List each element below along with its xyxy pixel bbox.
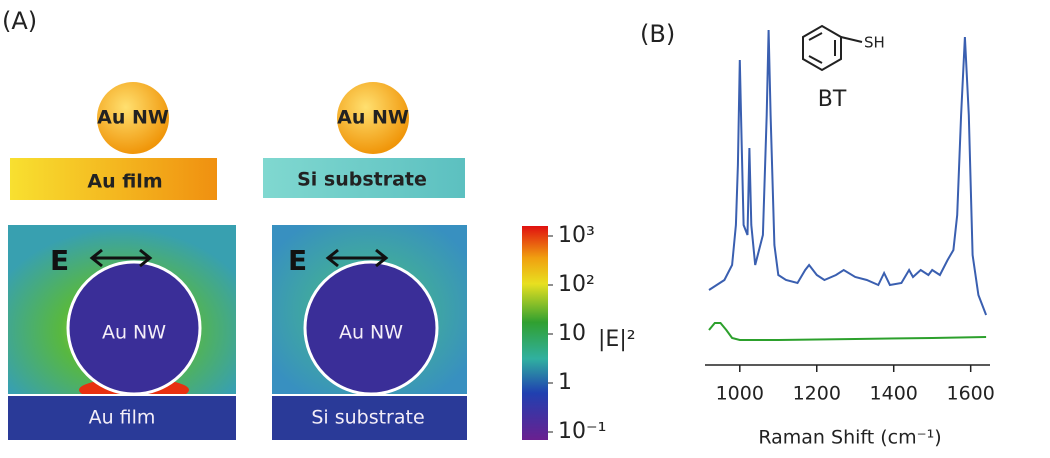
wire-label: Au NW (97, 107, 169, 129)
x-tick-label: 1000 (716, 383, 764, 405)
x-tick-label: 1400 (870, 383, 918, 405)
spectrum-line (708, 29, 988, 316)
substrate-label: Si substrate (311, 407, 424, 429)
substrate (263, 158, 465, 198)
colorbar-tick-label: 10 (558, 321, 586, 346)
wire-label: Au NW (339, 322, 403, 344)
molecule-group: SH (864, 34, 885, 52)
nanowire (337, 82, 409, 154)
molecule-name: BT (818, 87, 847, 112)
colorbar-tick-label: 1 (558, 370, 572, 395)
substrate (8, 395, 236, 440)
nanowire (303, 260, 439, 396)
wire-label: Au NW (102, 322, 166, 344)
field-map-left: Au NW Au film E (8, 225, 236, 440)
colorbar (522, 226, 548, 440)
schematic-right: Au NW Si substrate (263, 82, 465, 198)
colorbar-tick-label: 10³ (558, 223, 595, 248)
colorbar-tick-label: 10⁻¹ (558, 419, 606, 444)
field-map-right: Au NW Si substrate E (272, 225, 467, 440)
nanowire (66, 260, 202, 396)
colorbar-label: |E|² (598, 327, 636, 352)
film (10, 158, 217, 200)
x-tick-label: 1600 (947, 383, 995, 405)
substrate (272, 395, 467, 440)
schematic-left: Au NW Au film (10, 82, 217, 200)
nanowire (97, 82, 169, 154)
panel-label: (A) (2, 7, 37, 35)
substrate-label: Si substrate (297, 169, 427, 191)
x-tick-label: 1200 (793, 383, 841, 405)
substrate-label: Au film (87, 171, 162, 193)
wire-label: Au NW (337, 107, 409, 129)
spectrum-chart: (B) SH BT Raman Shift (cm⁻¹) 1000 1200 140… (640, 20, 995, 449)
spectrum-line (708, 322, 987, 341)
field-label: E (50, 244, 69, 277)
colorbar-tick-label: 10² (558, 272, 595, 297)
substrate-label: Au film (89, 407, 156, 429)
panel-label: (B) (640, 20, 675, 48)
x-axis-label: Raman Shift (cm⁻¹) (758, 427, 941, 449)
field-label: E (288, 244, 307, 277)
